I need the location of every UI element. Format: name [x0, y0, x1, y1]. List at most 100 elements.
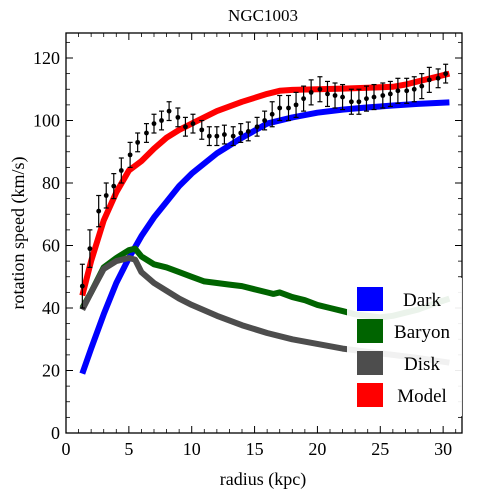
x-tick-label: 25 — [371, 439, 389, 459]
observed-point — [87, 229, 93, 268]
legend-label-model: Model — [397, 386, 447, 407]
data-point — [183, 124, 188, 130]
data-point — [222, 132, 227, 137]
legend-label-disk: Disk — [404, 354, 440, 375]
x-axis-title: radius (kpc) — [220, 469, 306, 490]
data-point — [426, 77, 432, 83]
legend-swatch-model — [357, 383, 383, 407]
observed-points-layer — [79, 63, 449, 309]
data-point — [348, 99, 354, 105]
observed-point — [175, 107, 181, 128]
observed-point — [118, 157, 124, 184]
data-point — [238, 130, 244, 136]
data-point — [387, 91, 393, 97]
data-point — [293, 102, 299, 108]
legend-swatch-disk — [357, 351, 383, 375]
observed-point — [127, 141, 133, 168]
observed-point — [395, 77, 401, 104]
chart-title: NGC1003 — [228, 6, 298, 25]
observed-point — [230, 126, 236, 147]
observed-point — [286, 94, 292, 122]
observed-point — [324, 80, 330, 108]
observed-point — [348, 88, 354, 115]
observed-point — [245, 121, 251, 142]
data-point — [151, 121, 157, 127]
x-tick-label: 30 — [434, 439, 452, 459]
data-point — [404, 88, 410, 94]
y-tick-label: 80 — [42, 173, 60, 193]
observed-point — [443, 63, 449, 84]
observed-point — [96, 194, 102, 228]
observed-point — [293, 91, 299, 118]
observed-point — [206, 126, 212, 147]
data-point — [190, 121, 196, 127]
observed-point — [301, 85, 307, 112]
observed-point — [262, 110, 268, 131]
observed-point — [435, 68, 441, 89]
observed-point — [380, 82, 386, 109]
observed-point — [404, 77, 410, 104]
observed-point — [269, 101, 275, 128]
observed-point — [214, 126, 220, 147]
legend-label-dark: Dark — [403, 290, 441, 311]
data-point — [245, 129, 251, 134]
y-tick-label: 0 — [51, 423, 60, 443]
y-tick-label: 60 — [42, 236, 60, 256]
observed-point — [199, 119, 205, 140]
observed-point — [317, 76, 323, 103]
data-point — [118, 168, 124, 173]
observed-point — [79, 263, 85, 309]
observed-point — [221, 124, 227, 145]
data-point — [144, 130, 149, 136]
observed-point — [387, 80, 393, 108]
x-tick-label: 10 — [183, 439, 201, 459]
observed-point — [419, 73, 425, 100]
x-tick-label: 5 — [124, 439, 133, 459]
data-point — [301, 96, 306, 102]
observed-point — [103, 182, 109, 209]
observed-point — [340, 83, 346, 111]
observed-point — [166, 101, 172, 122]
data-point — [79, 283, 85, 289]
data-point — [127, 152, 133, 158]
data-point — [340, 94, 345, 100]
observed-point — [356, 88, 362, 115]
data-point — [96, 208, 102, 214]
observed-point — [238, 123, 244, 143]
data-point — [356, 99, 362, 105]
data-point — [269, 111, 275, 117]
data-point — [435, 75, 441, 81]
observed-point — [308, 79, 314, 106]
data-point — [325, 91, 330, 97]
y-tick-label: 40 — [42, 298, 60, 318]
data-point — [317, 86, 323, 92]
plot-frame — [65, 32, 463, 434]
data-point — [411, 86, 417, 92]
data-point — [443, 71, 449, 77]
legend: Dark Baryon Disk Model — [347, 278, 462, 416]
data-point — [166, 108, 172, 114]
data-point — [87, 246, 93, 252]
observed-point — [363, 85, 369, 112]
observed-point — [332, 82, 338, 109]
data-point — [206, 133, 212, 139]
data-point — [135, 139, 141, 145]
x-tick-label: 0 — [62, 439, 71, 459]
data-point — [380, 93, 386, 98]
observed-point — [426, 66, 432, 93]
observed-point — [111, 173, 117, 200]
observed-point — [182, 116, 188, 137]
observed-point — [190, 113, 196, 134]
data-point — [199, 127, 205, 133]
series-line-model — [79, 70, 451, 297]
legend-swatch-baryon — [357, 319, 383, 343]
ticks-layer: 0 5 10 15 20 25 30 0 20 40 60 80 100 120 — [33, 33, 462, 459]
y-tick-label: 120 — [33, 48, 60, 68]
data-point — [111, 183, 117, 189]
x-tick-label: 20 — [308, 439, 326, 459]
legend-label-baryon: Baryon — [394, 322, 450, 343]
observed-point — [143, 123, 149, 143]
observed-point — [135, 132, 141, 153]
